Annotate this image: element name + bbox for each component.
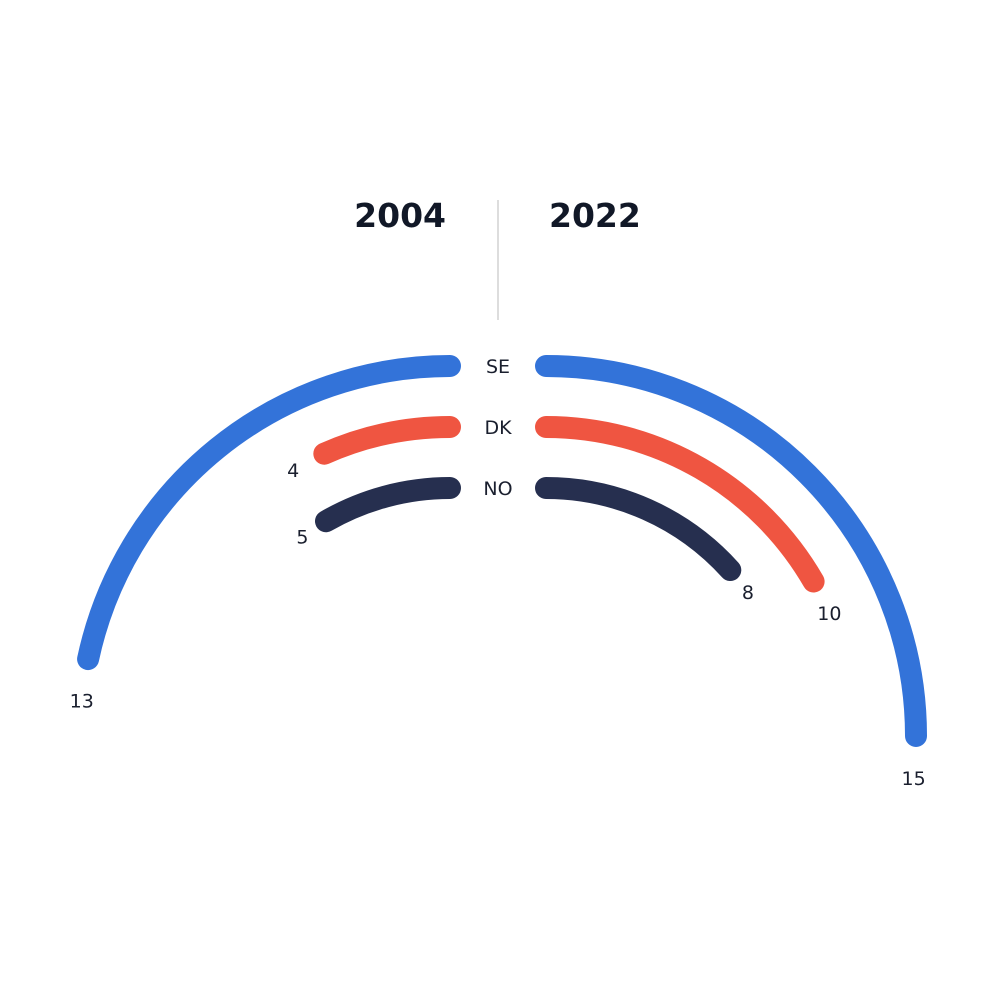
arc-se-right <box>535 355 927 747</box>
series-label-se: SE <box>486 356 510 378</box>
left-title: 2004 <box>354 196 446 235</box>
value-label-se-right: 15 <box>902 768 926 790</box>
value-label-se-left: 13 <box>70 691 94 713</box>
series-label-no: NO <box>483 478 512 500</box>
right-title: 2022 <box>549 196 641 235</box>
arc-no-right <box>535 477 742 582</box>
value-label-dk-right: 10 <box>817 603 841 625</box>
value-label-dk-left: 4 <box>287 460 299 482</box>
value-label-no-right: 8 <box>742 582 754 604</box>
arc-dk-right <box>535 416 825 593</box>
value-label-no-left: 5 <box>296 527 308 549</box>
arc-dk-left <box>313 416 461 465</box>
arc-no-left <box>315 477 461 533</box>
series-label-dk: DK <box>484 417 512 439</box>
arc-se-left <box>77 355 461 671</box>
